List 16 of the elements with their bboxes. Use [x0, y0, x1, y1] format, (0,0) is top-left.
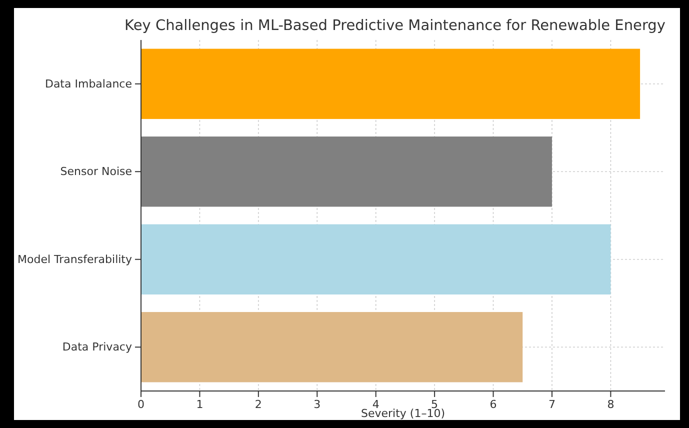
x-tick-label: 2: [254, 398, 262, 411]
x-tick-label: 8: [607, 398, 614, 411]
x-tick-label: 6: [490, 398, 497, 411]
bar: [141, 224, 611, 294]
y-tick-label: Data Imbalance: [44, 77, 132, 90]
bar: [141, 136, 552, 207]
bar: [141, 312, 523, 382]
x-tick-label: 7: [548, 398, 556, 411]
bar: [141, 48, 640, 119]
y-tick-label: Sensor Noise: [60, 165, 132, 178]
chart-title: Key Challenges in ML-Based Predictive Maintenance for Renewable Energy: [124, 18, 666, 34]
x-tick-label: 0: [138, 398, 144, 411]
x-tick-label: 3: [314, 398, 321, 411]
y-tick-label: Data Privacy: [62, 340, 132, 354]
x-tick-label: 1: [196, 398, 204, 411]
y-tick-label: Model Transferability: [18, 252, 132, 266]
